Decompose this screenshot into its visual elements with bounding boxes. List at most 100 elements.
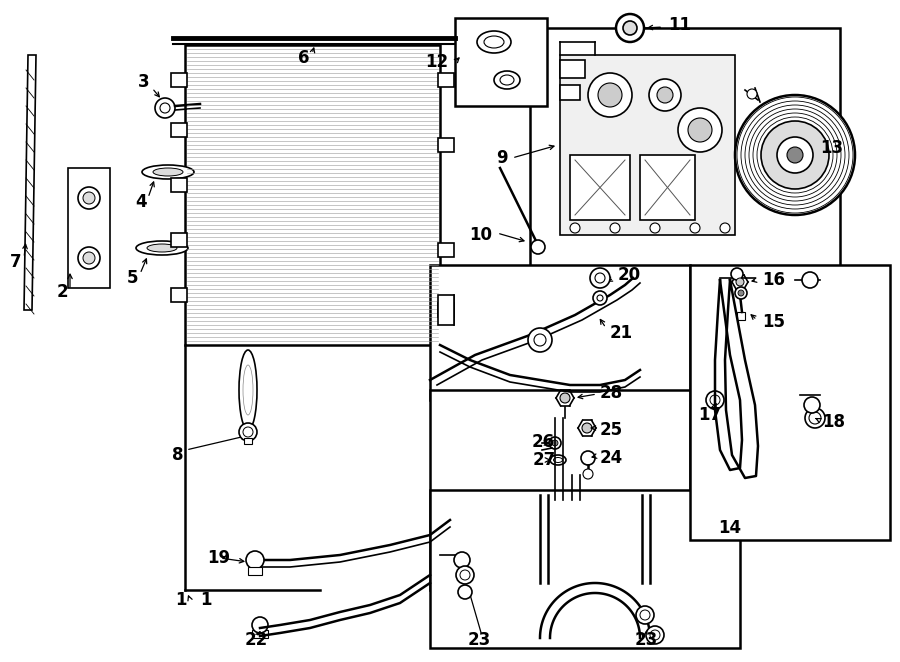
Circle shape (690, 223, 700, 233)
Circle shape (616, 14, 644, 42)
Circle shape (777, 137, 813, 173)
Text: 7: 7 (10, 253, 22, 271)
Text: 8: 8 (172, 446, 184, 464)
Circle shape (590, 268, 610, 288)
Text: 16: 16 (762, 271, 785, 289)
Bar (438, 295, 454, 325)
Circle shape (246, 551, 264, 569)
Text: 1: 1 (200, 591, 212, 609)
Text: 1: 1 (175, 591, 186, 609)
Circle shape (636, 606, 654, 624)
Circle shape (706, 391, 724, 409)
Circle shape (78, 247, 100, 269)
Circle shape (678, 108, 722, 152)
Ellipse shape (477, 31, 511, 53)
Text: 15: 15 (762, 313, 785, 331)
Circle shape (735, 287, 747, 299)
Circle shape (454, 552, 470, 568)
Circle shape (738, 290, 744, 296)
Circle shape (583, 469, 593, 479)
Circle shape (640, 610, 650, 620)
Bar (570, 155, 630, 220)
Circle shape (610, 223, 620, 233)
Bar (252, 630, 268, 638)
Text: 21: 21 (610, 324, 633, 342)
Circle shape (809, 412, 821, 424)
Circle shape (588, 73, 632, 117)
Text: 20: 20 (618, 266, 641, 284)
Text: 4: 4 (135, 193, 147, 211)
Bar (430, 390, 690, 590)
Text: 27: 27 (533, 451, 556, 469)
Circle shape (560, 393, 570, 403)
Text: 22: 22 (245, 631, 268, 649)
Circle shape (804, 397, 820, 413)
Bar (640, 155, 695, 220)
Circle shape (243, 427, 253, 437)
Circle shape (531, 240, 545, 254)
Text: 18: 18 (822, 413, 845, 431)
Circle shape (528, 328, 552, 352)
Bar (455, 18, 547, 106)
Circle shape (155, 98, 175, 118)
Bar (438, 138, 454, 152)
Circle shape (598, 83, 622, 107)
Text: 23: 23 (468, 631, 491, 649)
Bar (430, 490, 740, 648)
Ellipse shape (500, 75, 514, 85)
Bar (171, 73, 187, 87)
Circle shape (649, 79, 681, 111)
Polygon shape (24, 55, 36, 310)
Circle shape (805, 408, 825, 428)
Bar (560, 55, 735, 235)
Circle shape (456, 566, 474, 584)
Circle shape (552, 440, 558, 446)
Circle shape (595, 273, 605, 283)
Ellipse shape (142, 165, 194, 179)
Circle shape (83, 192, 95, 204)
Bar (68, 168, 110, 288)
Bar (690, 265, 890, 540)
Bar (248, 567, 262, 575)
Bar (430, 265, 690, 400)
Text: 10: 10 (469, 226, 492, 244)
Bar (171, 178, 187, 192)
Circle shape (657, 87, 673, 103)
Circle shape (735, 95, 855, 215)
Circle shape (787, 147, 803, 163)
Circle shape (650, 223, 660, 233)
Bar (438, 243, 454, 257)
Text: 2: 2 (57, 283, 68, 301)
Circle shape (160, 103, 170, 113)
Circle shape (736, 278, 744, 286)
Text: 24: 24 (600, 449, 623, 467)
Circle shape (650, 630, 660, 640)
Bar (171, 288, 187, 302)
Text: 12: 12 (425, 53, 448, 71)
Circle shape (597, 295, 603, 301)
Text: 28: 28 (600, 384, 623, 402)
Ellipse shape (153, 168, 183, 176)
Text: 11: 11 (668, 16, 691, 34)
Text: 3: 3 (138, 73, 149, 91)
Ellipse shape (494, 71, 520, 89)
Text: 6: 6 (298, 49, 310, 67)
Circle shape (252, 617, 268, 633)
Circle shape (646, 626, 664, 644)
Text: 17: 17 (698, 406, 721, 424)
Circle shape (78, 187, 100, 209)
Text: 14: 14 (718, 519, 741, 537)
Circle shape (720, 223, 730, 233)
Circle shape (710, 395, 720, 405)
Bar (244, 438, 252, 444)
Circle shape (731, 268, 743, 280)
Bar (560, 60, 585, 78)
Circle shape (623, 21, 637, 35)
Bar (530, 28, 840, 268)
Bar (171, 233, 187, 247)
Text: 23: 23 (635, 631, 658, 649)
Circle shape (747, 89, 757, 99)
Circle shape (460, 570, 470, 580)
Circle shape (549, 437, 561, 449)
Text: 9: 9 (497, 149, 508, 167)
